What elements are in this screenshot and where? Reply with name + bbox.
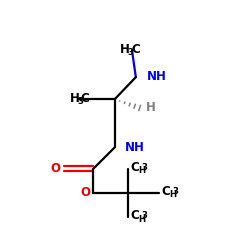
Text: O: O	[50, 162, 60, 175]
Text: C: C	[130, 210, 139, 222]
Text: H: H	[70, 92, 79, 105]
Text: 3: 3	[172, 188, 178, 196]
Text: C: C	[130, 161, 139, 174]
Text: 3: 3	[142, 212, 148, 220]
Text: H: H	[120, 43, 130, 56]
Text: C: C	[80, 92, 89, 105]
Text: 3: 3	[128, 48, 134, 57]
Text: 3: 3	[142, 163, 148, 172]
Text: C: C	[161, 186, 170, 198]
Text: O: O	[80, 186, 90, 199]
Text: 3: 3	[77, 97, 83, 106]
Text: C: C	[131, 43, 140, 56]
Text: NH: NH	[125, 140, 145, 153]
Text: H: H	[146, 102, 155, 114]
Text: H: H	[138, 214, 145, 224]
Text: H: H	[138, 166, 145, 175]
Text: NH: NH	[146, 70, 166, 83]
Text: H: H	[169, 190, 176, 200]
